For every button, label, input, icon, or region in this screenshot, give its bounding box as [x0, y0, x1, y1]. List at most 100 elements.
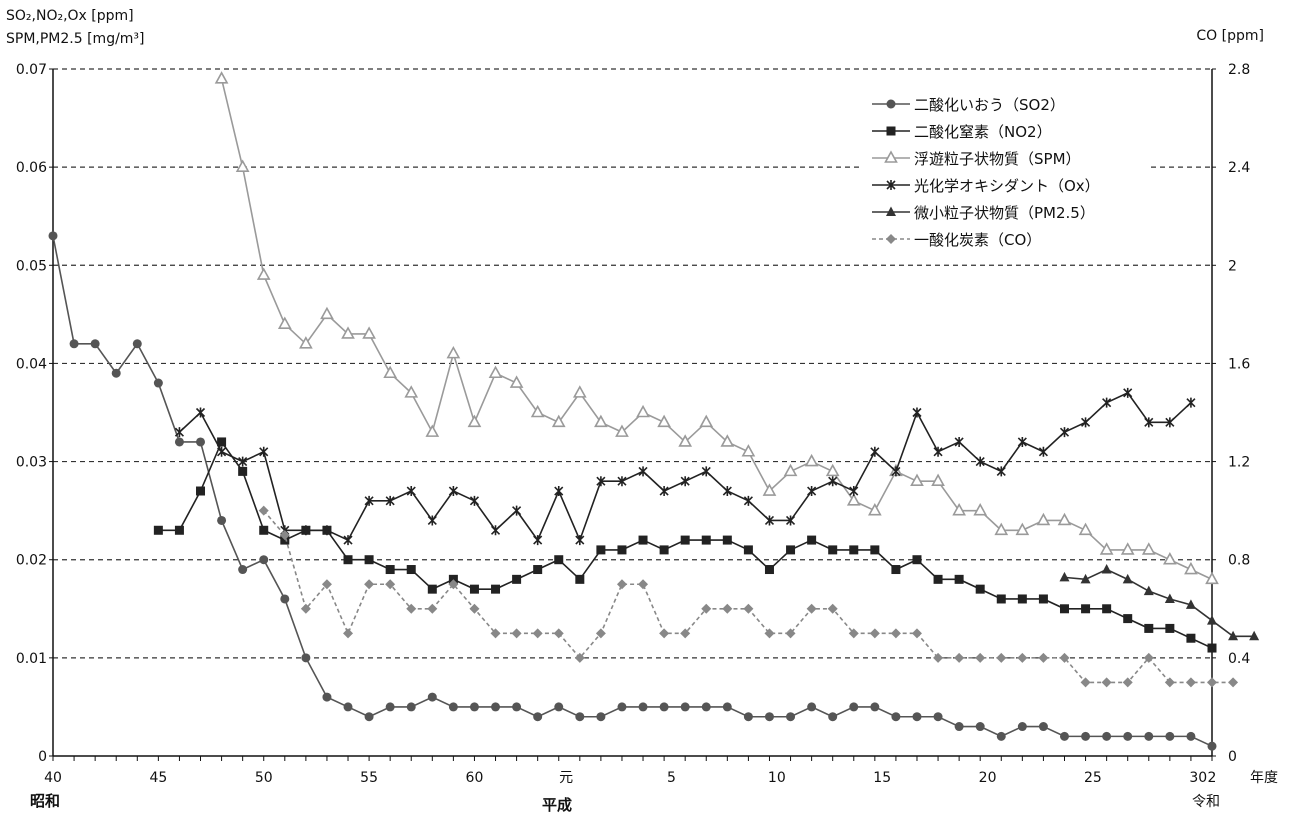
- data-point: [785, 515, 796, 526]
- data-point: [406, 702, 416, 712]
- data-point: [469, 603, 480, 614]
- data-point: [404, 385, 419, 398]
- data-point: [741, 444, 756, 457]
- series-line: [1064, 568, 1255, 638]
- data-point: [1185, 677, 1196, 688]
- x-tick-label: 40: [44, 770, 62, 786]
- data-point: [680, 628, 691, 639]
- era-label-showa: 昭和: [30, 792, 60, 810]
- data-point: [996, 652, 1007, 663]
- data-point: [572, 385, 587, 398]
- data-point: [491, 584, 501, 594]
- legend-entry: 微小粒子状物質（PM2.5）: [914, 204, 1095, 222]
- data-point: [279, 530, 290, 541]
- data-point: [701, 603, 712, 614]
- data-point: [975, 584, 985, 594]
- left-y-tick-label: 0.05: [16, 258, 47, 274]
- data-point: [174, 437, 184, 447]
- data-point: [575, 712, 585, 722]
- x-tick-labels: 40 45 50 55 60 元 5 10 15 20 25 30 2: [44, 770, 1216, 786]
- data-point: [659, 628, 670, 639]
- right-y-tick-label: 0.8: [1228, 553, 1250, 569]
- data-point: [886, 234, 896, 244]
- data-point: [786, 712, 796, 722]
- data-point: [884, 150, 898, 163]
- data-point: [448, 486, 458, 497]
- data-point: [512, 505, 522, 516]
- data-point: [575, 574, 585, 584]
- right-y-tick-label: 1.6: [1228, 356, 1250, 372]
- data-point: [343, 535, 353, 546]
- data-point: [869, 628, 880, 639]
- data-point: [533, 712, 543, 722]
- data-point: [446, 345, 461, 359]
- data-point: [994, 522, 1009, 536]
- data-point: [217, 446, 227, 457]
- left-y-tick-label: 0.02: [16, 553, 47, 569]
- data-point: [1017, 594, 1027, 604]
- data-point: [301, 525, 311, 536]
- data-point: [1081, 604, 1091, 614]
- data-point: [530, 404, 545, 418]
- right-y-tick-label: 2: [1228, 258, 1237, 274]
- data-point: [952, 502, 966, 516]
- data-point: [678, 434, 693, 447]
- data-point: [825, 463, 840, 477]
- data-point: [575, 535, 585, 546]
- data-point: [848, 628, 859, 639]
- series-4: [1059, 564, 1260, 641]
- data-point: [743, 545, 753, 555]
- data-point: [238, 565, 248, 575]
- data-point: [341, 326, 355, 339]
- series-3: [174, 387, 1196, 546]
- data-point: [1165, 623, 1175, 633]
- data-point: [196, 437, 206, 447]
- data-point: [448, 702, 458, 712]
- x-tick-label: 15: [873, 770, 891, 786]
- data-point: [912, 555, 922, 565]
- data-point: [1017, 436, 1027, 447]
- data-point: [828, 476, 838, 487]
- data-point: [425, 424, 440, 437]
- data-point: [1080, 573, 1091, 584]
- data-point: [1165, 417, 1175, 428]
- data-point: [764, 712, 774, 722]
- x-tick-label: 30: [1189, 770, 1207, 786]
- legend-entry: 浮遊粒子状物質（SPM）: [914, 150, 1081, 168]
- data-point: [701, 702, 711, 712]
- data-point: [217, 437, 227, 447]
- data-point: [975, 456, 985, 467]
- data-point: [1017, 652, 1028, 663]
- data-point: [596, 545, 606, 555]
- data-point: [890, 628, 901, 639]
- right-axis-title: CO [ppm]: [1196, 28, 1264, 44]
- data-point: [596, 712, 606, 722]
- data-point: [1120, 542, 1135, 555]
- x-tick-label: 2: [1208, 770, 1217, 786]
- data-point: [256, 267, 271, 280]
- series-2: [214, 71, 1219, 585]
- data-point: [1101, 677, 1112, 688]
- data-point: [680, 535, 690, 545]
- data-point: [1207, 615, 1217, 625]
- data-point: [912, 407, 922, 418]
- data-point: [383, 365, 398, 379]
- data-point: [490, 628, 501, 639]
- legend-entry: 一酸化炭素（CO）: [914, 231, 1041, 249]
- series-5: [258, 505, 1239, 688]
- data-point: [764, 565, 774, 575]
- data-point: [785, 628, 796, 639]
- data-point: [743, 603, 754, 614]
- data-point: [532, 628, 543, 639]
- data-point: [1143, 652, 1154, 663]
- era-label-reiwa: 令和: [1192, 794, 1220, 810]
- data-point: [617, 545, 627, 555]
- legend-entry: 光化学オキシダント（Ox）: [914, 177, 1100, 195]
- left-y-tick-label: 0.04: [16, 356, 47, 372]
- data-point: [406, 565, 416, 575]
- data-point: [891, 565, 901, 575]
- x-tick-label: 元: [559, 770, 573, 786]
- data-point: [364, 579, 375, 590]
- series-line: [158, 440, 1213, 649]
